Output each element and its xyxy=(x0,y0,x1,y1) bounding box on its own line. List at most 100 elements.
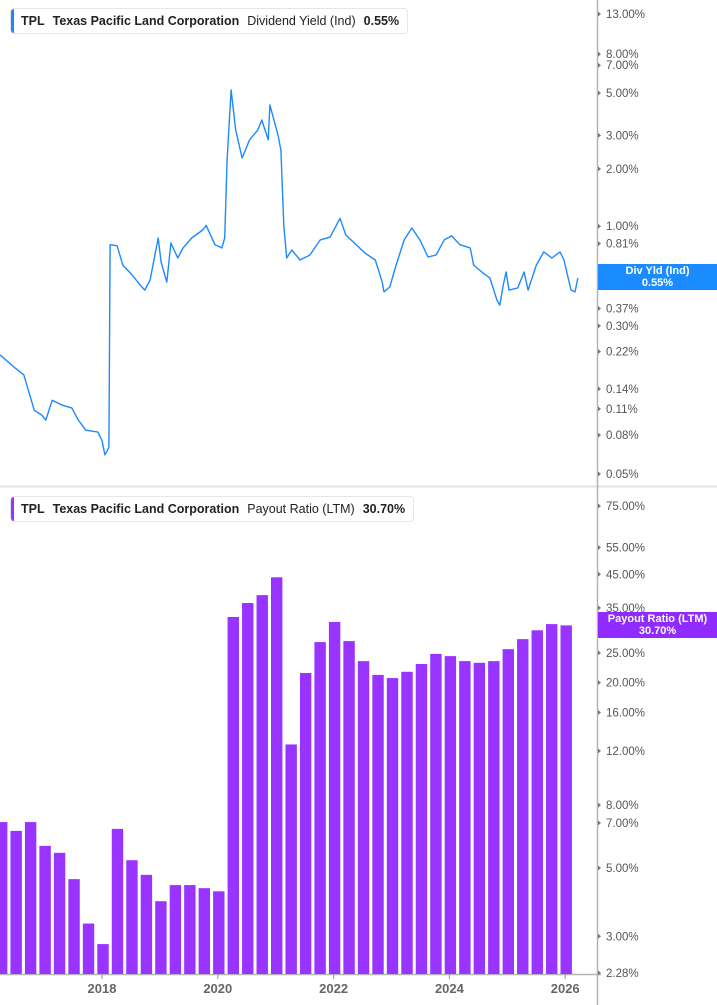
tag-value: 0.55% xyxy=(641,277,674,289)
payout-bar xyxy=(53,852,66,974)
yield-axis-tick-mark xyxy=(598,11,601,17)
payout-axis-tick-mark xyxy=(598,802,601,808)
yield-axis-tick-label: 0.14% xyxy=(606,384,639,396)
yield-axis-tick-mark xyxy=(598,62,601,68)
x-tick-label: 2020 xyxy=(203,981,232,996)
yield-axis-tick-mark xyxy=(598,132,601,138)
payout-bar xyxy=(488,661,500,974)
payout-axis-tick-label: 55.00% xyxy=(606,542,645,554)
dividend-yield-value-tag: Div Yld (Ind) 0.55% xyxy=(598,264,717,290)
payout-axis-tick-mark xyxy=(598,680,601,686)
tag-name: Payout Ratio (LTM) xyxy=(607,613,708,625)
yield-axis-tick-label: 8.00% xyxy=(606,49,639,61)
legend-metric: Payout Ratio (LTM) xyxy=(247,502,355,516)
yield-axis-tick-label: 0.30% xyxy=(606,321,639,333)
yield-axis-tick-label: 0.08% xyxy=(606,430,639,442)
yield-axis-tick-mark xyxy=(598,51,601,57)
payout-axis-tick-mark xyxy=(598,605,601,611)
legend-ticker: TPL xyxy=(21,502,45,516)
yield-axis-tick-label: 0.11% xyxy=(606,404,638,416)
tag-value: 30.70% xyxy=(638,625,677,637)
yield-axis-tick-mark xyxy=(598,241,601,247)
legend-metric: Dividend Yield (Ind) xyxy=(247,14,356,28)
payout-bar xyxy=(97,944,109,974)
payout-axis-tick-label: 45.00% xyxy=(606,569,645,581)
payout-axis-tick-label: 8.00% xyxy=(606,800,639,812)
series-color-marker xyxy=(11,9,14,33)
yield-axis-tick-label: 0.37% xyxy=(606,303,639,315)
payout-bar xyxy=(198,888,211,974)
payout-axis-tick-mark xyxy=(598,970,601,976)
payout-axis-tick-mark xyxy=(598,710,601,716)
payout-axis-tick-label: 5.00% xyxy=(606,863,639,875)
payout-axis-tick-label: 75.00% xyxy=(606,501,645,513)
yield-axis-tick-label: 0.81% xyxy=(606,239,639,251)
payout-bar xyxy=(126,860,138,974)
series-color-marker xyxy=(11,497,14,521)
payout-axis-tick-mark xyxy=(598,933,601,939)
yield-axis-tick-label: 2.00% xyxy=(606,164,639,176)
legend-ticker: TPL xyxy=(21,14,45,28)
payout-bar xyxy=(372,674,384,974)
yield-axis-tick-mark xyxy=(598,348,601,354)
payout-bar xyxy=(386,678,399,974)
payout-axis-tick-mark xyxy=(598,748,601,754)
payout-bar xyxy=(299,673,312,974)
yield-axis-tick-mark xyxy=(598,323,601,329)
payout-axis-tick-label: 3.00% xyxy=(606,931,639,943)
payout-axis-tick-mark xyxy=(598,865,601,871)
payout-axis-tick-label: 35.00% xyxy=(606,603,645,615)
yield-axis-tick-label: 3.00% xyxy=(606,130,639,142)
payout-bar xyxy=(415,664,428,974)
payout-bar xyxy=(430,653,442,974)
yield-axis-tick-label: 0.05% xyxy=(606,469,639,481)
payout-axis-tick-label: 2.28% xyxy=(606,968,639,980)
dividend-yield-legend: TPL Texas Pacific Land Corporation Divid… xyxy=(10,8,409,34)
payout-bar xyxy=(242,603,254,974)
payout-ratio-value-tag: Payout Ratio (LTM) 30.70% xyxy=(598,612,717,638)
payout-bar xyxy=(357,661,370,974)
yield-axis-tick-mark xyxy=(598,406,601,412)
payout-ratio-legend: TPL Texas Pacific Land Corporation Payou… xyxy=(10,496,415,522)
yield-axis-tick-label: 7.00% xyxy=(606,60,639,72)
payout-bar xyxy=(517,639,529,974)
payout-axis-tick-mark xyxy=(598,503,601,509)
x-tick-label: 2018 xyxy=(88,981,117,996)
yield-axis-tick-mark xyxy=(598,166,601,172)
payout-axis-tick-mark xyxy=(598,544,601,550)
payout-bar xyxy=(169,885,182,974)
payout-axis-tick-mark xyxy=(598,820,601,826)
yield-axis-tick-label: 13.00% xyxy=(606,9,645,21)
x-tick-label: 2022 xyxy=(319,981,348,996)
payout-bar xyxy=(0,822,8,974)
payout-bar xyxy=(314,642,326,974)
legend-company: Texas Pacific Land Corporation xyxy=(52,14,240,28)
payout-bar xyxy=(184,885,196,974)
payout-bar xyxy=(285,744,297,974)
payout-bar xyxy=(256,595,268,974)
legend-value: 30.70% xyxy=(362,502,406,516)
payout-axis-tick-label: 16.00% xyxy=(606,708,645,720)
payout-bar xyxy=(140,874,153,974)
legend-value: 0.55% xyxy=(363,14,400,28)
payout-bar xyxy=(473,662,486,974)
payout-bar xyxy=(531,630,543,974)
legend-company: Texas Pacific Land Corporation xyxy=(52,502,240,516)
payout-bar xyxy=(328,621,341,974)
yield-axis-tick-mark xyxy=(598,305,601,311)
payout-bar xyxy=(227,616,239,974)
yield-axis-tick-label: 5.00% xyxy=(606,88,639,100)
payout-bar xyxy=(155,901,167,974)
payout-bar xyxy=(68,879,80,974)
tag-name: Div Yld (Ind) xyxy=(625,265,690,277)
payout-axis-tick-mark xyxy=(598,571,601,577)
yield-axis-tick-mark xyxy=(598,471,601,477)
payout-bar xyxy=(502,649,514,974)
payout-bar xyxy=(560,625,572,974)
yield-axis-tick-mark xyxy=(598,386,601,392)
payout-bar xyxy=(213,891,225,974)
yield-axis-tick-mark xyxy=(598,90,601,96)
payout-axis-tick-label: 7.00% xyxy=(606,818,639,830)
yield-axis-tick-label: 0.22% xyxy=(606,346,639,358)
